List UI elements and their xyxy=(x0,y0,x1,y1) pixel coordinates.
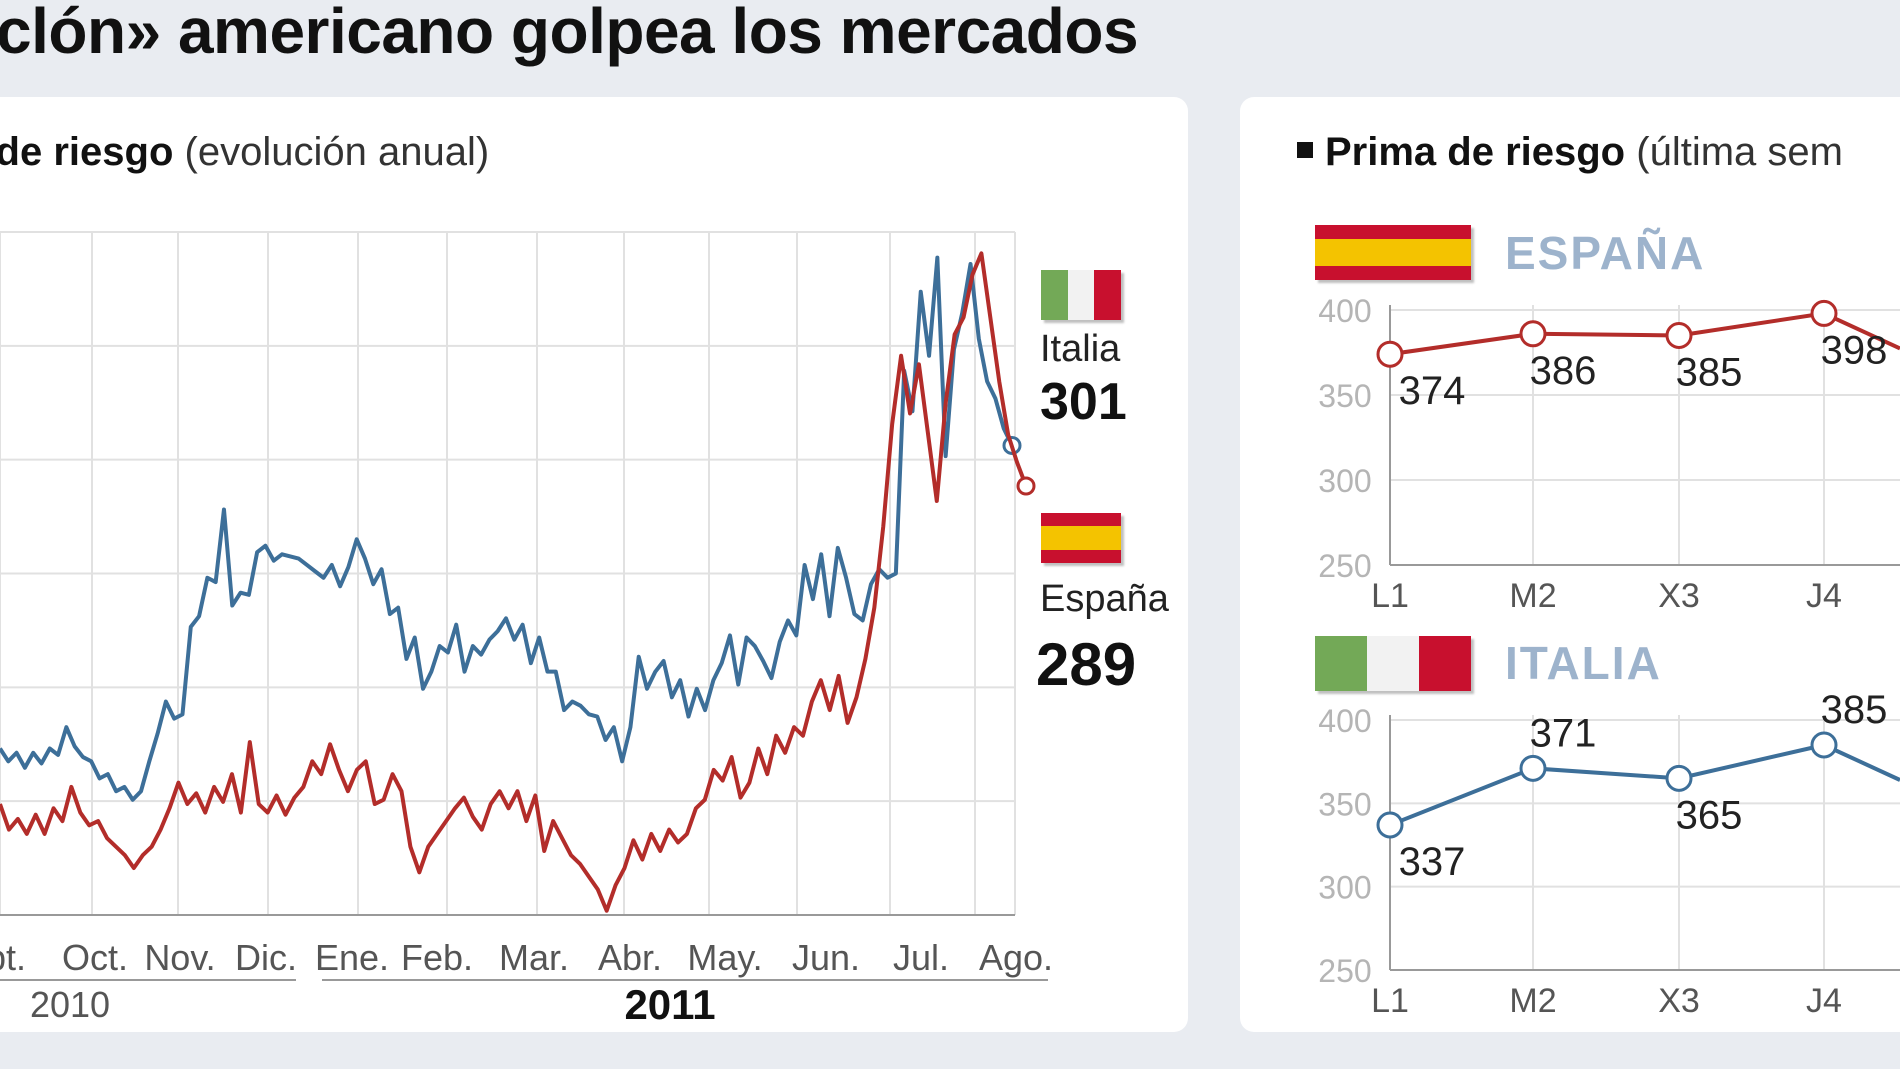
mini-point xyxy=(1376,340,1404,368)
mini-y-tick-label: 400 xyxy=(1318,703,1371,739)
mini-data-label: 371 xyxy=(1530,711,1597,755)
year-label: 2011 xyxy=(624,981,715,1028)
mini-y-tick-label: 250 xyxy=(1318,548,1371,584)
x-tick-label: Nov. xyxy=(144,937,215,978)
mini-y-tick-label: 300 xyxy=(1318,463,1371,499)
italy-flag-icon xyxy=(1041,270,1121,320)
mini-data-label: 386 xyxy=(1530,349,1597,393)
weekly-chart-title: Prima de riesgo (última sem xyxy=(1297,130,1843,175)
mini-data-label: 398 xyxy=(1821,328,1888,372)
mini-x-tick-label: L1 xyxy=(1371,982,1409,1020)
mini-x-tick-label: J4 xyxy=(1806,982,1842,1020)
mini-point xyxy=(1519,320,1547,348)
espana-legend-value: 289 xyxy=(1036,631,1137,698)
mini-data-label: 365 xyxy=(1676,793,1743,837)
mini-point xyxy=(1810,299,1838,327)
weekly-chart-title-sub: (última sem xyxy=(1636,130,1843,174)
espana-chart-label: ESPAÑA xyxy=(1505,227,1706,279)
italia-legend-value: 301 xyxy=(1040,373,1127,431)
mini-data-label: 385 xyxy=(1676,351,1743,395)
mini-y-tick-label: 400 xyxy=(1318,293,1371,329)
x-tick-label: Jul. xyxy=(893,937,949,978)
spain-flag-icon xyxy=(1041,513,1121,563)
espana-end-marker xyxy=(1016,476,1036,496)
mini-x-tick-label: L1 xyxy=(1371,577,1409,615)
x-tick-label: Abr. xyxy=(598,937,662,978)
espana-series-line xyxy=(0,251,1028,913)
annual-chart-title-sub: (evolución anual) xyxy=(184,130,490,174)
mini-y-tick-label: 300 xyxy=(1318,870,1371,906)
mini-point xyxy=(1665,764,1693,792)
mini-point xyxy=(1810,731,1838,759)
spain-flag-icon xyxy=(1315,225,1471,280)
x-tick-label: pt. xyxy=(0,937,26,978)
mini-data-label: 374 xyxy=(1399,369,1466,413)
mini-x-tick-label: M2 xyxy=(1509,577,1556,615)
x-tick-label: Dic. xyxy=(235,937,297,978)
mini-y-tick-label: 350 xyxy=(1318,378,1371,414)
annual-chart-title-bold: n de riesgo xyxy=(0,130,174,174)
annual-chart-title: n de riesgo (evolución anual) xyxy=(0,130,489,175)
italy-flag-icon xyxy=(1315,636,1471,691)
weekly-chart-title-bold: Prima de riesgo xyxy=(1325,130,1626,174)
mini-point xyxy=(1376,811,1404,839)
mini-x-tick-label: X3 xyxy=(1658,982,1700,1020)
mini-data-label: 385 xyxy=(1821,688,1888,732)
x-tick-label: May. xyxy=(687,937,762,978)
mini-y-tick-label: 350 xyxy=(1318,786,1371,822)
mini-x-tick-label: J4 xyxy=(1806,577,1842,615)
x-tick-label: Oct. xyxy=(62,937,128,978)
mini-x-tick-label: M2 xyxy=(1509,982,1556,1020)
x-tick-label: Mar. xyxy=(499,937,569,978)
italia-chart-label: ITALIA xyxy=(1505,637,1662,689)
mini-x-tick-label: X3 xyxy=(1658,577,1700,615)
italia-legend-name: Italia xyxy=(1040,328,1121,370)
headline: clón» americano golpea los mercados xyxy=(0,0,1139,67)
mini-point xyxy=(1519,754,1547,782)
mini-point xyxy=(1665,322,1693,349)
x-tick-label: Feb. xyxy=(401,937,473,978)
x-tick-label: Ene. xyxy=(315,937,389,978)
year-label: 2010 xyxy=(30,984,110,1025)
annual-chart-panel xyxy=(0,97,1188,1032)
italia-series-line xyxy=(0,255,1014,802)
mini-y-tick-label: 250 xyxy=(1318,953,1371,989)
x-tick-label: Ago. xyxy=(979,937,1053,978)
mini-data-label: 337 xyxy=(1399,840,1466,884)
espana-legend-name: España xyxy=(1040,578,1169,620)
x-tick-label: Jun. xyxy=(792,937,860,978)
bullet-icon xyxy=(1297,142,1313,159)
